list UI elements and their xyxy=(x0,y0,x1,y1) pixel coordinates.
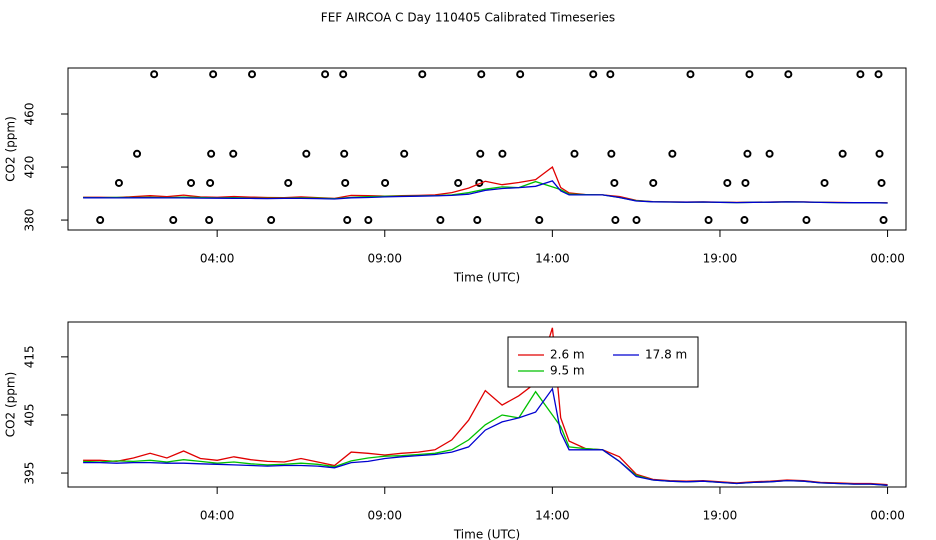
flag-point xyxy=(477,70,486,79)
flag-point xyxy=(610,178,619,187)
legend-label: 2.6 m xyxy=(550,348,585,362)
flag-point xyxy=(879,216,888,225)
x-tick-label: 00:00 xyxy=(870,509,905,523)
x-tick-label: 00:00 xyxy=(870,252,905,266)
flag-point xyxy=(339,70,348,79)
flag-point xyxy=(741,178,750,187)
y-axis-label: CO2 (ppm) xyxy=(4,116,18,182)
flag-point xyxy=(364,216,373,225)
flag-point xyxy=(723,178,732,187)
flag-point xyxy=(436,216,445,225)
flag-point xyxy=(248,70,257,79)
flag-point xyxy=(498,149,507,158)
flag-point xyxy=(343,216,352,225)
flag-point xyxy=(205,216,214,225)
x-tick-label: 14:00 xyxy=(535,252,570,266)
flag-point xyxy=(267,216,276,225)
flag-point xyxy=(820,178,829,187)
flag-point xyxy=(668,149,677,158)
x-tick-label: 19:00 xyxy=(703,252,738,266)
flag-point xyxy=(169,216,178,225)
y-axis-label: CO2 (ppm) xyxy=(4,372,18,438)
flag-point xyxy=(740,216,749,225)
flag-point xyxy=(856,70,865,79)
flag-point xyxy=(114,178,123,187)
flag-point xyxy=(570,149,579,158)
flag-point xyxy=(96,216,105,225)
series-line xyxy=(83,180,888,204)
flag-point xyxy=(632,216,641,225)
flag-point xyxy=(206,178,215,187)
flag-point xyxy=(838,149,847,158)
flag-point xyxy=(607,149,616,158)
x-tick-label: 09:00 xyxy=(367,252,402,266)
flag-point xyxy=(418,70,427,79)
y-tick-label: 415 xyxy=(23,345,37,368)
flag-point xyxy=(802,216,811,225)
flag-point xyxy=(765,149,774,158)
flag-point xyxy=(606,70,615,79)
flag-point xyxy=(381,178,390,187)
legend-box xyxy=(507,336,699,388)
flag-point xyxy=(321,70,330,79)
flag-point xyxy=(745,70,754,79)
chart-title: FEF AIRCOA C Day 110405 Calibrated Times… xyxy=(321,11,615,25)
flag-point xyxy=(704,216,713,225)
legend-label: 9.5 m xyxy=(550,364,585,378)
flag-point xyxy=(875,149,884,158)
x-tick-label: 19:00 xyxy=(703,509,738,523)
x-tick-label: 14:00 xyxy=(535,509,570,523)
y-tick-label: 460 xyxy=(23,103,37,126)
flag-point xyxy=(340,149,349,158)
flag-point xyxy=(284,178,293,187)
plot-frame xyxy=(67,321,907,488)
y-tick-label: 380 xyxy=(23,209,37,232)
flag-point xyxy=(133,149,142,158)
y-tick-label: 405 xyxy=(23,404,37,427)
flag-point xyxy=(784,70,793,79)
flag-point xyxy=(589,70,598,79)
flag-point xyxy=(150,70,159,79)
flag-point xyxy=(454,178,463,187)
flag-point xyxy=(535,216,544,225)
flag-point xyxy=(516,70,525,79)
flag-point xyxy=(229,149,238,158)
plot-frame xyxy=(67,67,907,231)
flag-point xyxy=(611,216,620,225)
y-tick-label: 395 xyxy=(23,462,37,485)
y-tick-label: 420 xyxy=(23,156,37,179)
flag-point xyxy=(209,70,218,79)
flag-point xyxy=(302,149,311,158)
flag-point xyxy=(877,178,886,187)
x-tick-label: 09:00 xyxy=(367,509,402,523)
x-axis-label: Time (UTC) xyxy=(453,528,520,540)
flag-point xyxy=(207,149,216,158)
flag-point xyxy=(476,149,485,158)
flag-point xyxy=(400,149,409,158)
flag-point xyxy=(341,178,350,187)
flag-point xyxy=(187,178,196,187)
x-axis-label: Time (UTC) xyxy=(453,271,520,285)
flag-point xyxy=(473,216,482,225)
flag-point xyxy=(743,149,752,158)
x-tick-label: 04:00 xyxy=(200,509,235,523)
x-tick-label: 04:00 xyxy=(200,252,235,266)
flag-point xyxy=(686,70,695,79)
series-line xyxy=(83,387,888,486)
flag-point xyxy=(874,70,883,79)
flag-point xyxy=(649,178,658,187)
legend-label: 17.8 m xyxy=(645,348,687,362)
